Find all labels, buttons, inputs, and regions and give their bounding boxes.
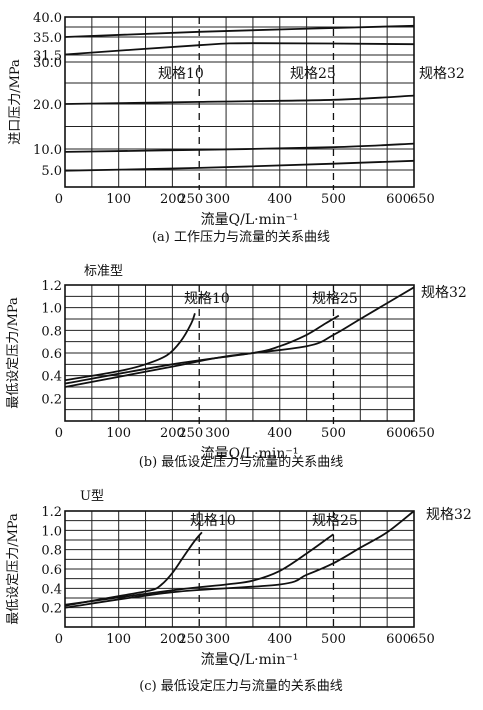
x-tick-label: 200 (160, 632, 185, 647)
y-tick-label: 20.0 (33, 98, 62, 113)
y-tick-label: 0.2 (41, 392, 62, 407)
y-tick-label: 31.5 (33, 49, 62, 64)
spec-annotation-label: 规格25 (290, 66, 336, 82)
y-tick-label: 1.2 (41, 505, 62, 520)
y-tick-label: 35.0 (33, 31, 62, 46)
y-tick-label: 0.4 (41, 370, 62, 385)
x-tick-label: 300 (205, 426, 230, 441)
x-tick-label: 250 (178, 192, 203, 207)
x-tick-label: 100 (106, 632, 131, 647)
x-tick-label: 600 (386, 632, 411, 647)
x-tick-label: 650 (410, 192, 435, 207)
y-tick-label: 0.8 (41, 544, 62, 559)
x-tick-label: 600 (386, 426, 411, 441)
x-tick-label: 400 (267, 426, 292, 441)
x-tick-label: 0 (55, 426, 63, 441)
series-line (64, 159, 415, 172)
x-tick-label: 500 (321, 632, 346, 647)
plot-frame (64, 284, 415, 422)
y-axis-label: 最低设定压力/MPa (6, 513, 21, 625)
y-tick-label: 30.0 (33, 56, 62, 71)
x-tick-label: 500 (321, 192, 346, 207)
spec-annotation-label-outside: 规格32 (419, 66, 465, 82)
x-tick-label: 250 (178, 426, 203, 441)
y-tick-label: 0.6 (41, 563, 62, 578)
spec-annotation-label-outside: 规格32 (426, 507, 472, 523)
y-tick-label: 1.0 (41, 524, 62, 539)
x-tick-label: 500 (321, 426, 346, 441)
x-tick-label: 100 (106, 192, 131, 207)
spec-annotation-label: 规格25 (312, 291, 358, 307)
x-tick-label: 650 (410, 632, 435, 647)
series-line (64, 510, 415, 609)
y-axis-label: 最低设定压力/MPa (6, 297, 21, 409)
spec-annotation-label: 规格25 (312, 513, 358, 529)
x-axis-label: 流量Q/L·min⁻¹ (201, 652, 299, 668)
x-tick-label: 400 (267, 632, 292, 647)
y-tick-label: 0.2 (41, 602, 62, 617)
spec-annotation-label: 规格10 (158, 66, 204, 82)
series-line (64, 42, 415, 56)
series-line (64, 531, 203, 607)
series-line (64, 94, 415, 105)
y-axis-label: 进口压力/MPa (8, 59, 23, 145)
x-tick-label: 200 (160, 426, 185, 441)
plot-frame (64, 510, 415, 628)
x-tick-label: 650 (410, 426, 435, 441)
plot-frame (64, 16, 415, 188)
x-tick-label: 250 (178, 632, 203, 647)
chart-corner-label: U型 (80, 489, 104, 504)
y-tick-label: 1.2 (41, 279, 62, 294)
x-tick-label: 100 (106, 426, 131, 441)
x-tick-label: 300 (205, 192, 230, 207)
y-tick-label: 0.6 (41, 347, 62, 362)
y-tick-label: 10.0 (33, 143, 62, 158)
series-line (64, 314, 340, 385)
x-tick-label: 200 (160, 192, 185, 207)
x-axis-label: 流量Q/L·min⁻¹ (201, 446, 299, 462)
chart-caption: (b) 最低设定压力与流量的关系曲线 (139, 454, 344, 470)
series-line (64, 286, 415, 388)
x-tick-label: 400 (267, 192, 292, 207)
y-tick-label: 40.0 (33, 11, 62, 26)
spec-annotation-label: 规格10 (184, 291, 230, 307)
x-tick-label: 0 (55, 632, 63, 647)
chart-caption: (a) 工作压力与流量的关系曲线 (152, 229, 330, 245)
x-tick-label: 0 (55, 192, 63, 207)
series-line (64, 533, 335, 606)
series-line (64, 142, 415, 153)
y-tick-label: 0.8 (41, 324, 62, 339)
series-line (64, 24, 415, 38)
chart-caption: (c) 最低设定压力与流量的关系曲线 (139, 678, 343, 694)
y-tick-label: 5.0 (41, 164, 62, 179)
y-tick-label: 1.0 (41, 302, 62, 317)
chart-corner-label: 标准型 (84, 264, 123, 279)
x-tick-label: 300 (205, 632, 230, 647)
y-tick-label: 0.4 (41, 582, 62, 597)
series-line (64, 313, 196, 382)
spec-annotation-label: 规格10 (190, 513, 236, 529)
x-tick-label: 600 (386, 192, 411, 207)
spec-annotation-label-outside: 规格32 (421, 285, 467, 301)
x-axis-label: 流量Q/L·min⁻¹ (201, 212, 299, 228)
